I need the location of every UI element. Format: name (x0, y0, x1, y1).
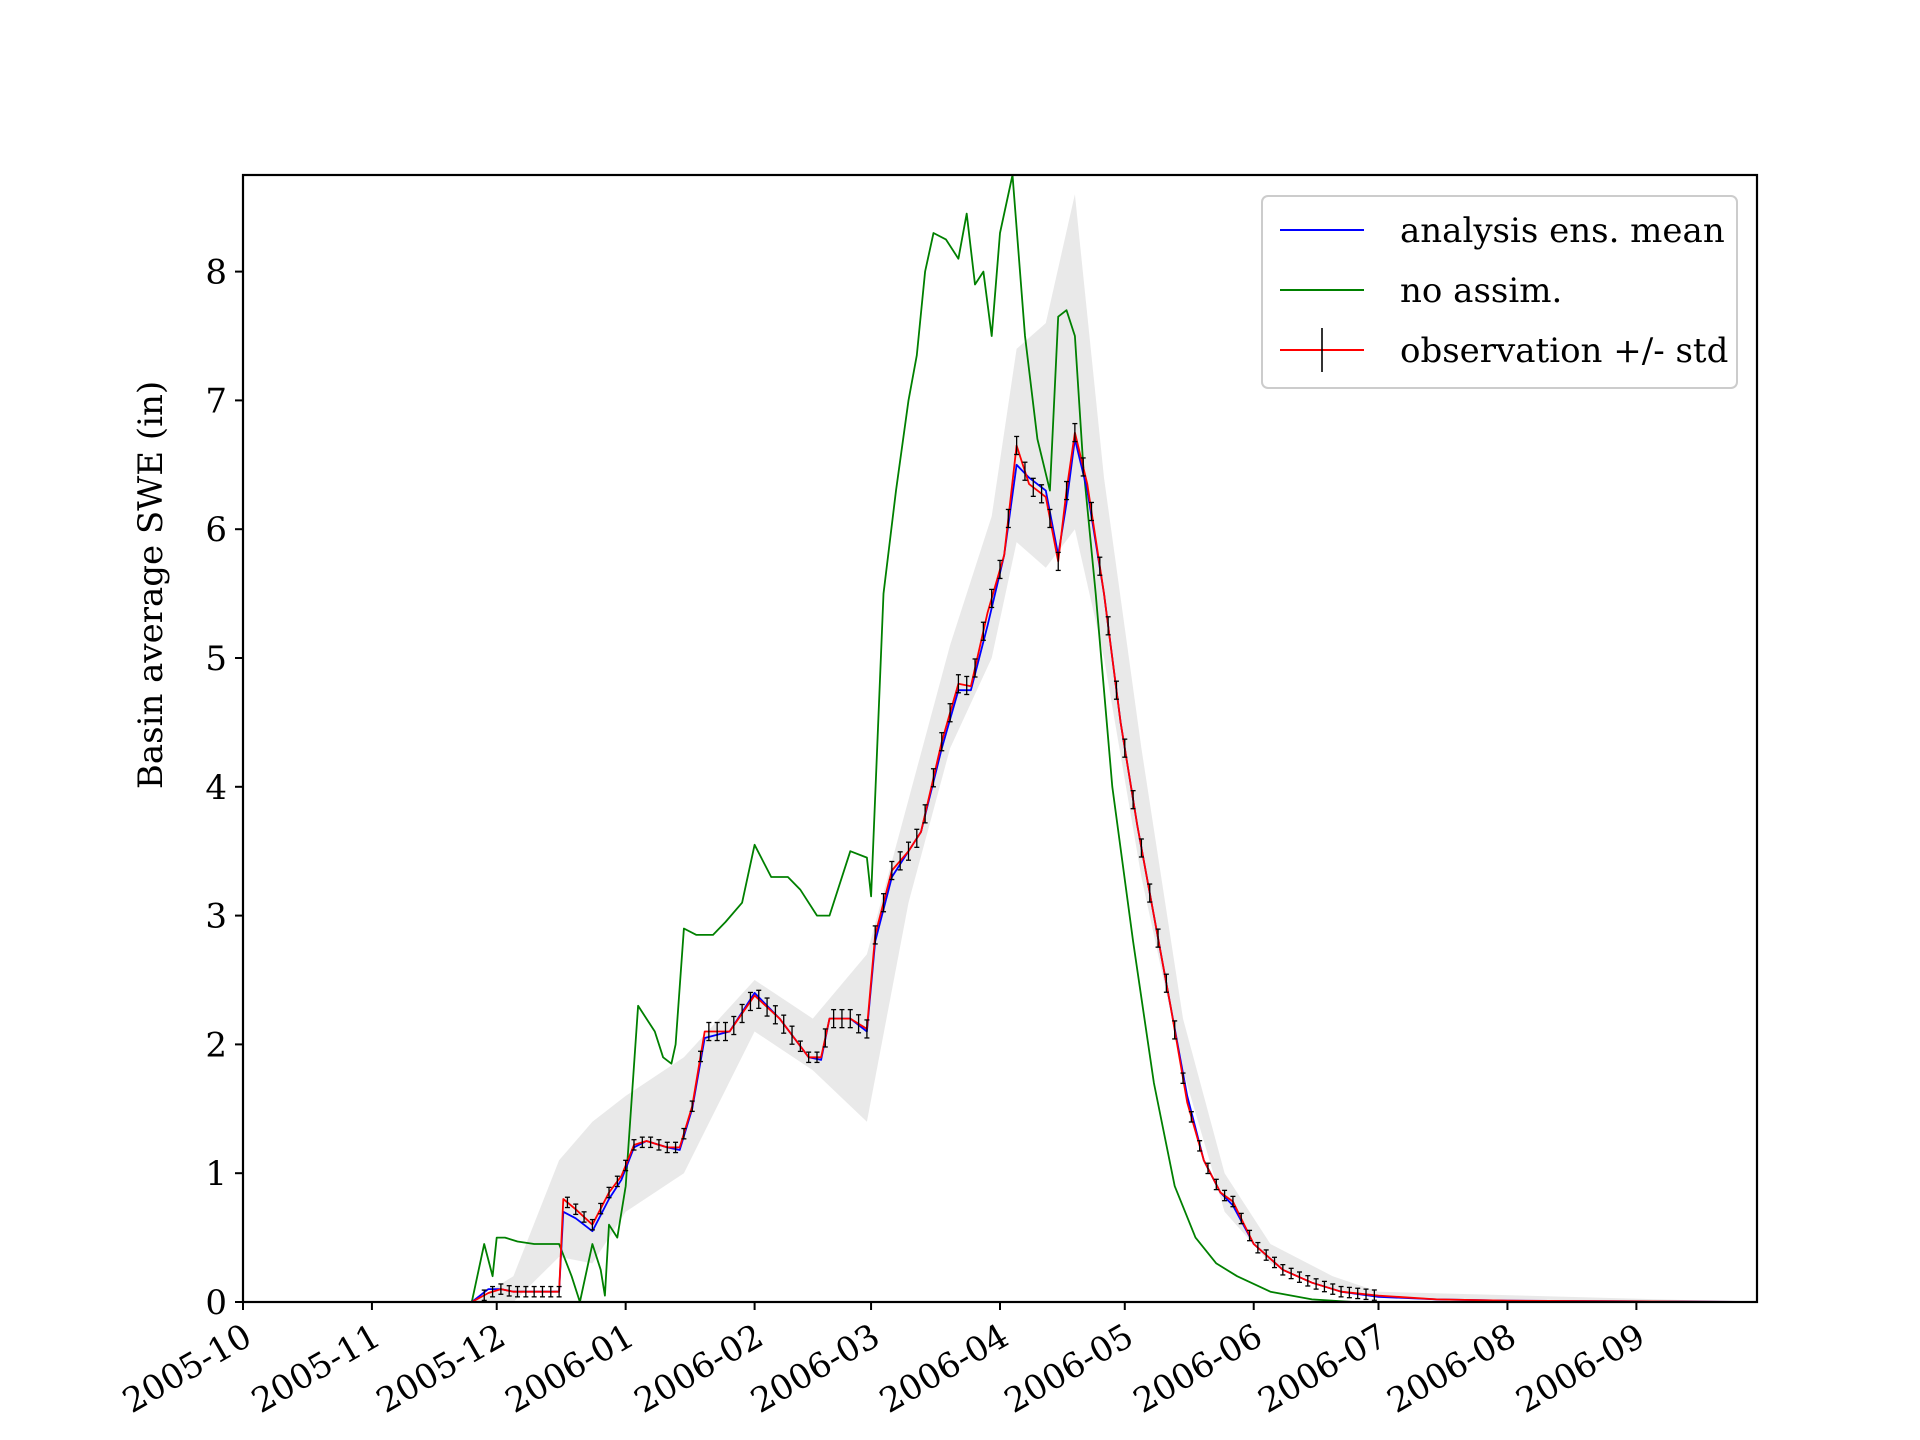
y-tick-label: 5 (205, 639, 227, 679)
y-axis-label: Basin average SWE (in) (131, 381, 171, 789)
y-tick-label: 4 (205, 768, 227, 808)
legend-label-observation: observation +/- std (1400, 331, 1728, 371)
x-tick-label: 2006-05 (998, 1316, 1140, 1421)
x-tick-label: 2006-07 (1252, 1316, 1394, 1421)
y-tick-label: 1 (205, 1154, 227, 1194)
x-tick-label: 2005-11 (245, 1316, 387, 1421)
series-line-observation (243, 431, 1757, 1302)
legend-label-no_assim: no assim. (1400, 271, 1562, 311)
y-tick-label: 0 (205, 1283, 227, 1323)
plot-area (243, 175, 1757, 1302)
x-tick-label: 2005-12 (370, 1316, 512, 1421)
y-tick-label: 6 (205, 510, 227, 550)
x-tick-label: 2006-04 (873, 1316, 1015, 1421)
legend: analysis ens. mean no assim. observation +… (1261, 195, 1738, 389)
x-tick-label: 2005-10 (116, 1316, 258, 1421)
y-tick-label: 2 (205, 1025, 227, 1065)
x-tick-label: 2006-06 (1127, 1316, 1269, 1421)
x-tick-label: 2006-02 (628, 1316, 770, 1421)
y-tick-label: 7 (205, 381, 227, 421)
series-line-no_assim (243, 175, 1757, 1302)
legend-label-analysis: analysis ens. mean (1400, 211, 1725, 251)
plot-clipped (243, 175, 1757, 1302)
x-tick-label: 2006-08 (1381, 1316, 1523, 1421)
y-tick-label: 3 (205, 897, 227, 937)
y-tick-label: 8 (205, 253, 227, 293)
x-tick-label: 2006-03 (744, 1316, 886, 1421)
x-tick-label: 2006-01 (499, 1316, 641, 1421)
legend-box (1261, 195, 1738, 389)
x-tick-label: 2006-09 (1510, 1316, 1652, 1421)
